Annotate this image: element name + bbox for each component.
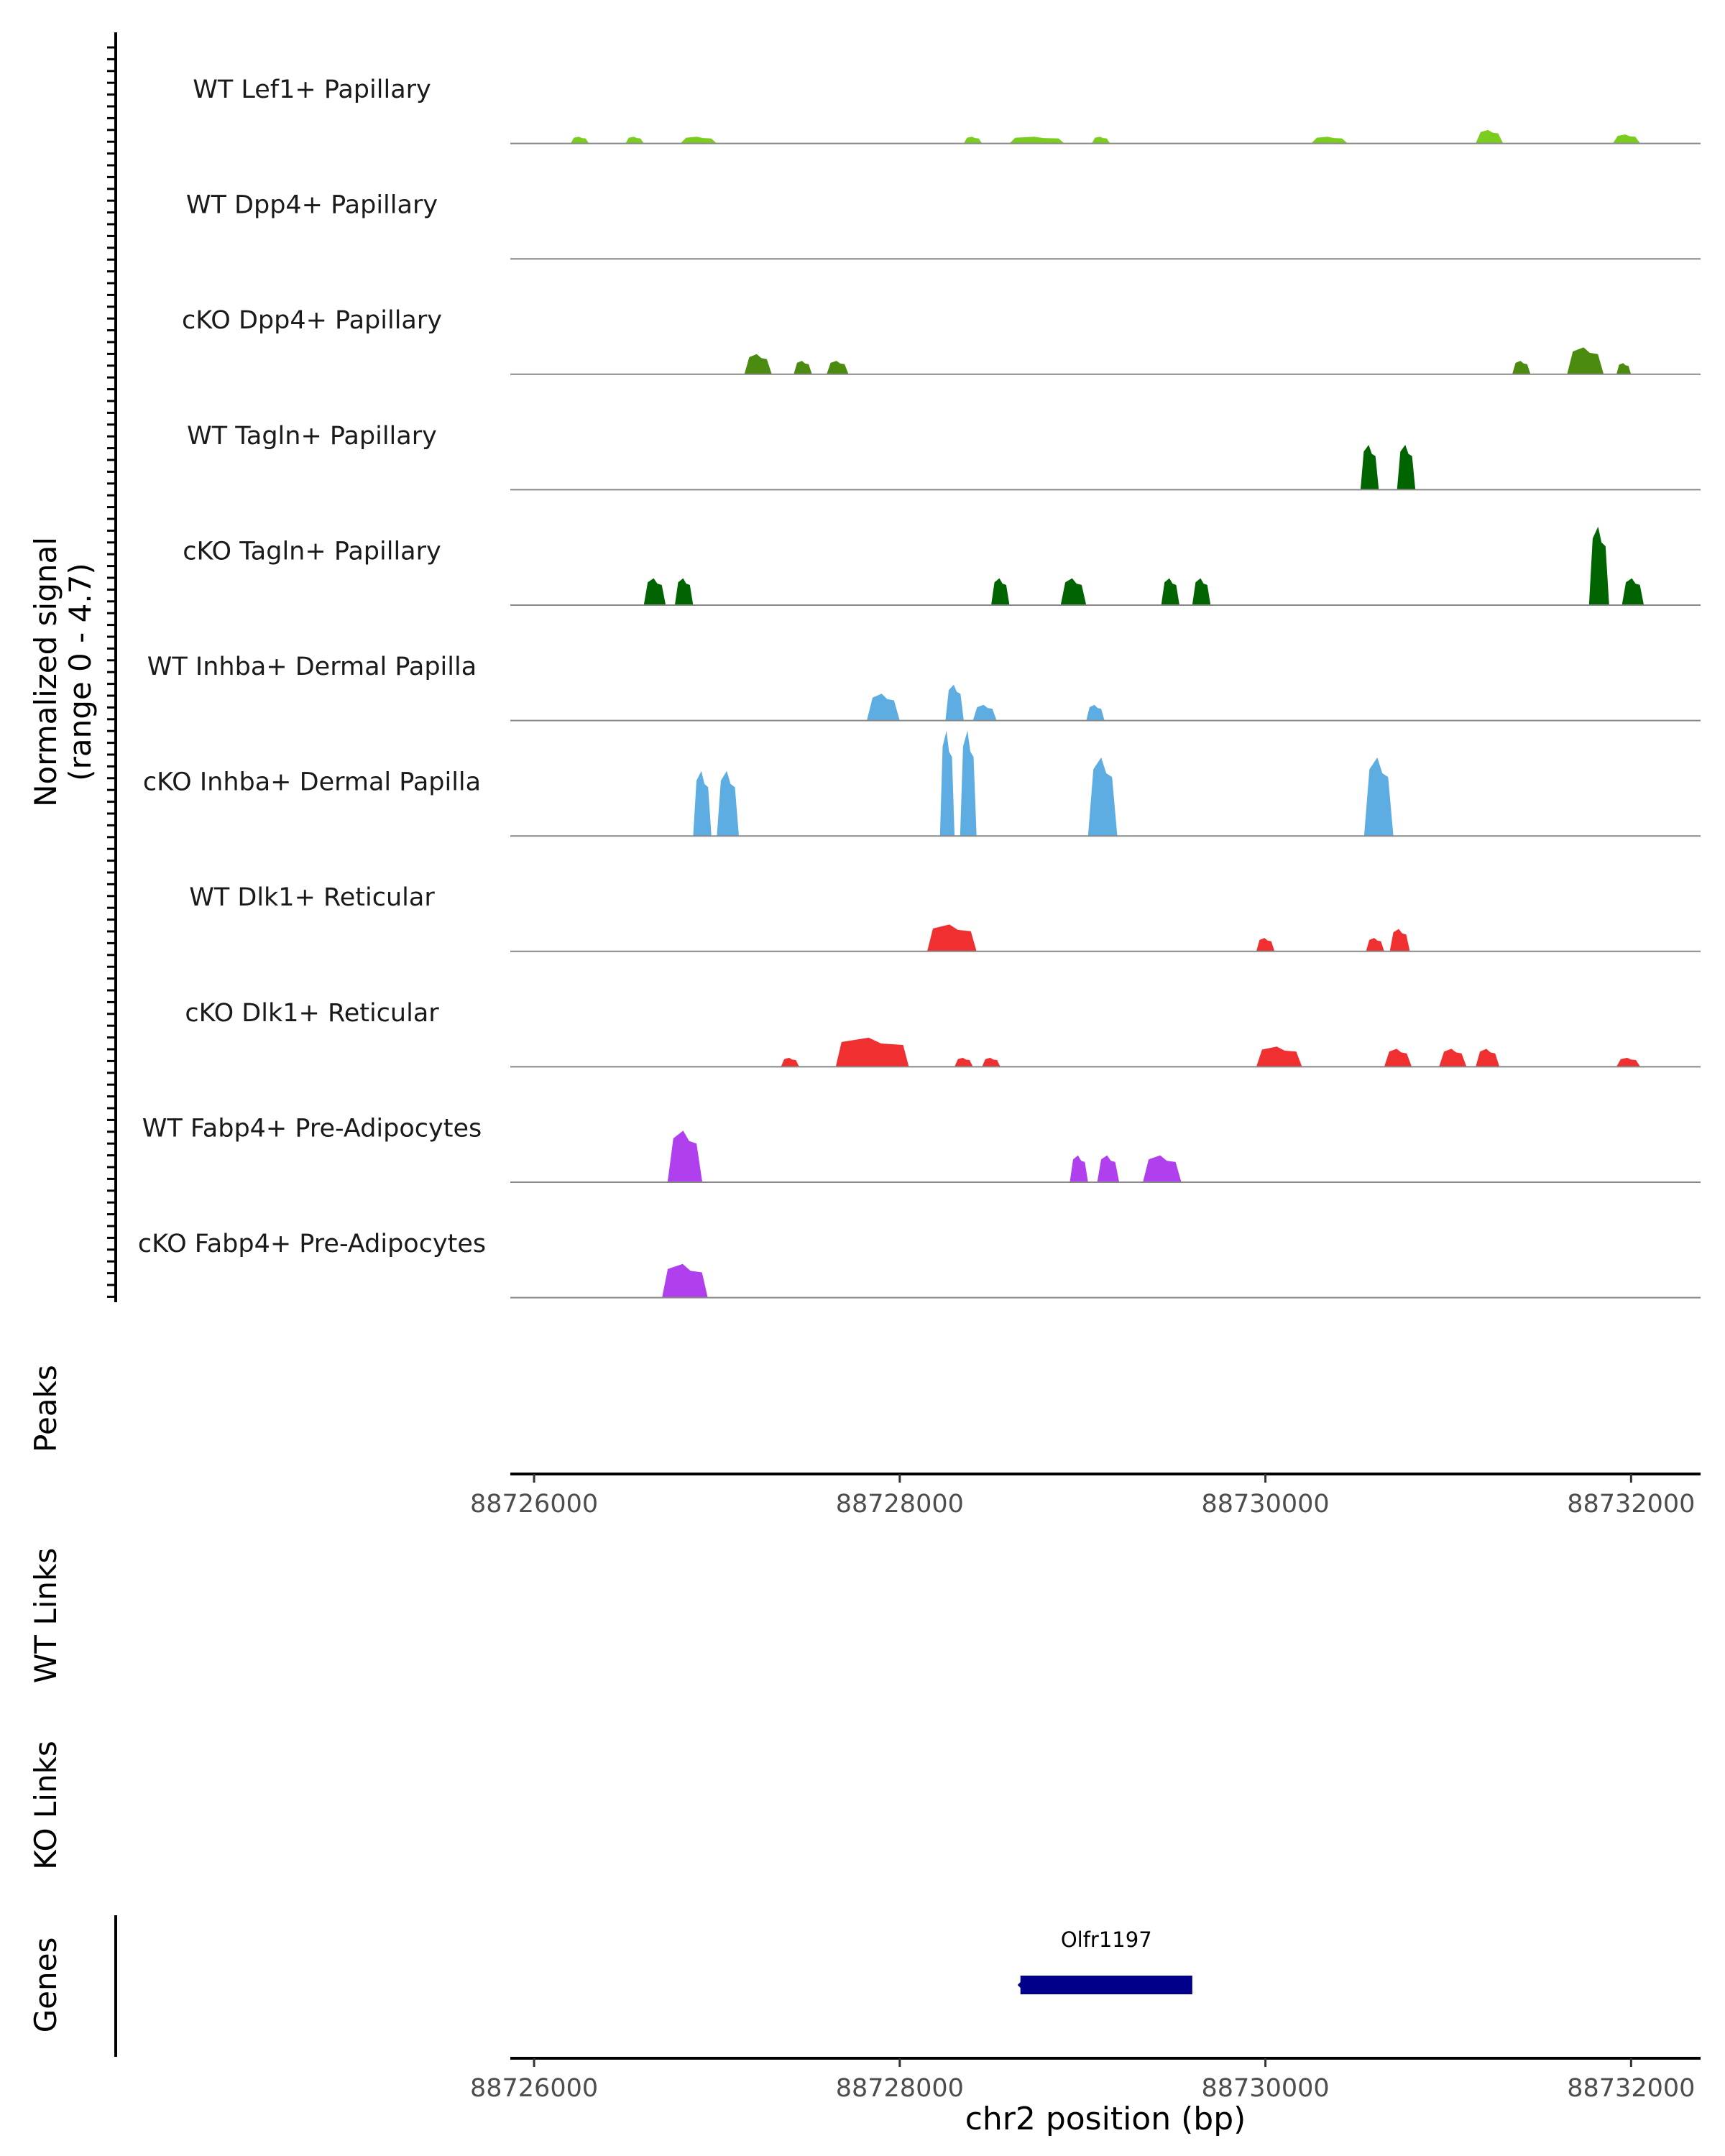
coverage-peak — [1070, 1155, 1088, 1182]
coverage-peak — [1363, 757, 1394, 837]
coverage-peak — [1360, 445, 1379, 490]
gene-strand-arrow — [1017, 1978, 1025, 1992]
coverage-peak — [827, 361, 849, 374]
coverage-peak — [662, 1263, 708, 1298]
coverage-peak — [1616, 363, 1632, 374]
coverage-peak — [1476, 129, 1504, 144]
coverage-peak — [1192, 578, 1211, 605]
track-label: WT Tagln+ Papillary — [187, 422, 437, 451]
track: WT Lef1+ Papillary — [193, 75, 1701, 144]
coverage-peak — [991, 578, 1010, 605]
coverage-peak — [1256, 938, 1275, 952]
coverage-peak — [667, 1130, 703, 1182]
coverage-peak — [1097, 1155, 1120, 1182]
genes-track-label: Genes — [28, 1938, 63, 2033]
coverage-peak — [1567, 347, 1604, 374]
track: cKO Fabp4+ Pre-Adipocytes — [138, 1230, 1701, 1299]
coverage-peak — [1476, 1049, 1500, 1067]
coverage-peak — [945, 684, 964, 721]
track: WT Inhba+ Dermal Papilla — [147, 653, 1701, 722]
coverage-peak — [1616, 1057, 1641, 1067]
coverage-peak — [867, 694, 900, 721]
coverage-peak — [1060, 578, 1087, 605]
coverage-peak — [1366, 938, 1384, 952]
coverage-peak — [625, 137, 644, 144]
track: WT Tagln+ Papillary — [187, 422, 1701, 491]
coverage-peak — [794, 361, 812, 374]
track-label: WT Lef1+ Papillary — [193, 75, 431, 104]
track: cKO Dlk1+ Reticular — [185, 999, 1701, 1068]
coverage-peak — [960, 730, 977, 837]
coverage-peak — [1086, 704, 1105, 721]
coverage-peak — [1161, 578, 1179, 605]
y-axis-ticks — [107, 46, 116, 1298]
y-axis-label: Normalized signal — [28, 537, 63, 807]
track: WT Dpp4+ Papillary — [186, 191, 1701, 260]
coverage-peak — [1384, 1049, 1412, 1067]
coverage-peak — [927, 924, 977, 952]
coverage-peak — [972, 704, 997, 721]
track-label: cKO Fabp4+ Pre-Adipocytes — [138, 1230, 486, 1258]
gene-name-label: Olfr1197 — [1061, 1927, 1152, 1952]
coverage-peak — [674, 578, 694, 605]
track: cKO Inhba+ Dermal Papilla — [143, 730, 1701, 837]
x-axis-tick-label: 88726000 — [470, 2074, 598, 2103]
coverage-peak — [1588, 526, 1609, 605]
track: cKO Dpp4+ Papillary — [182, 306, 1701, 375]
x-axis-tick-label: 88732000 — [1567, 2074, 1695, 2103]
coverage-peak — [939, 730, 955, 837]
track-label: cKO Dlk1+ Reticular — [185, 999, 439, 1028]
coverage-peak — [570, 137, 589, 144]
coverage-peak — [963, 137, 983, 144]
coverage-peak — [1612, 134, 1641, 144]
coverage-peak — [781, 1057, 799, 1067]
coverage-peak — [1087, 757, 1118, 837]
gene-annotations: Olfr1197 — [1017, 1927, 1192, 1994]
coverage-peak — [1311, 137, 1348, 144]
track-label: WT Fabp4+ Pre-Adipocytes — [142, 1114, 482, 1143]
x-axis-tick-label: 88728000 — [836, 1490, 964, 1519]
coverage-peak — [1091, 137, 1110, 144]
coverage-peak — [693, 770, 712, 837]
coverage-peak — [982, 1057, 1000, 1067]
coverage-peak — [1256, 1046, 1302, 1067]
coverage-tracks: WT Lef1+ Papillary WT Dpp4+ Papillary cKO … — [138, 75, 1701, 1299]
coverage-peak — [680, 137, 717, 144]
coverage-peak — [1143, 1155, 1182, 1182]
coverage-peak — [1009, 137, 1064, 144]
x-axis-top: 88726000 88728000 88730000 88732000 — [470, 1474, 1695, 1519]
track-label: WT Dlk1+ Reticular — [189, 883, 435, 912]
coverage-peak — [717, 770, 739, 837]
track: WT Fabp4+ Pre-Adipocytes — [142, 1114, 1701, 1183]
wt-links-label: WT Links — [28, 1548, 63, 1683]
x-axis-tick-label: 88730000 — [1202, 1490, 1330, 1519]
peaks-track-label: Peaks — [28, 1365, 63, 1452]
track-label: cKO Tagln+ Papillary — [183, 537, 441, 566]
coverage-peak — [1397, 445, 1416, 490]
coverage-peak — [1439, 1049, 1467, 1067]
coverage-peak — [835, 1037, 909, 1067]
track: WT Dlk1+ Reticular — [189, 883, 1701, 952]
coverage-peak — [1622, 578, 1644, 605]
gene-body — [1020, 1976, 1192, 1994]
ko-links-label: KO Links — [28, 1741, 63, 1870]
track-label: cKO Dpp4+ Papillary — [182, 306, 442, 335]
coverage-peak — [744, 354, 772, 374]
coverage-peak — [954, 1057, 973, 1067]
x-axis-tick-label: 88726000 — [470, 1490, 598, 1519]
x-axis-tick-label: 88728000 — [836, 2074, 964, 2103]
track: cKO Tagln+ Papillary — [183, 526, 1701, 606]
track-label: WT Dpp4+ Papillary — [186, 191, 438, 220]
x-axis-tick-label: 88730000 — [1202, 2074, 1330, 2103]
track-label: WT Inhba+ Dermal Papilla — [147, 653, 477, 681]
coverage-peak — [1512, 361, 1531, 374]
coverage-peak — [643, 578, 666, 605]
x-axis-bottom: 88726000 88728000 88730000 88732000 — [470, 2058, 1695, 2103]
coverage-peak — [1389, 929, 1410, 952]
x-axis-tick-label: 88732000 — [1567, 1490, 1695, 1519]
track-label: cKO Inhba+ Dermal Papilla — [143, 768, 481, 797]
y-axis-label-range: (range 0 - 4.7) — [63, 563, 98, 781]
x-axis-label: chr2 position (bp) — [965, 2101, 1246, 2137]
